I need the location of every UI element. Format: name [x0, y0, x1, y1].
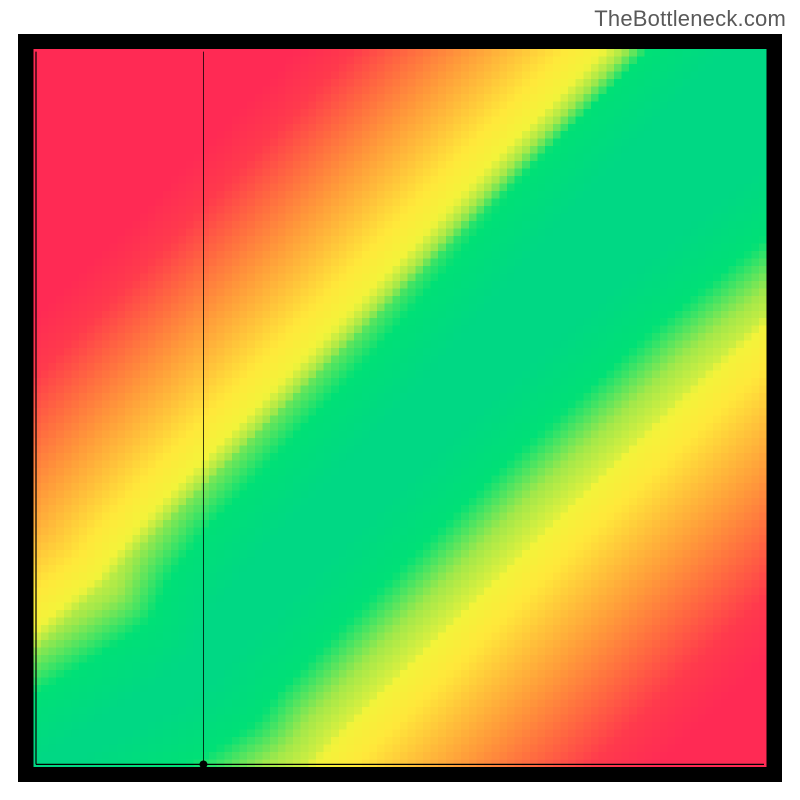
heatmap-area	[18, 34, 782, 782]
heatmap-canvas	[18, 34, 782, 782]
heatmap-chart	[18, 34, 782, 782]
watermark-text: TheBottleneck.com	[594, 6, 786, 32]
